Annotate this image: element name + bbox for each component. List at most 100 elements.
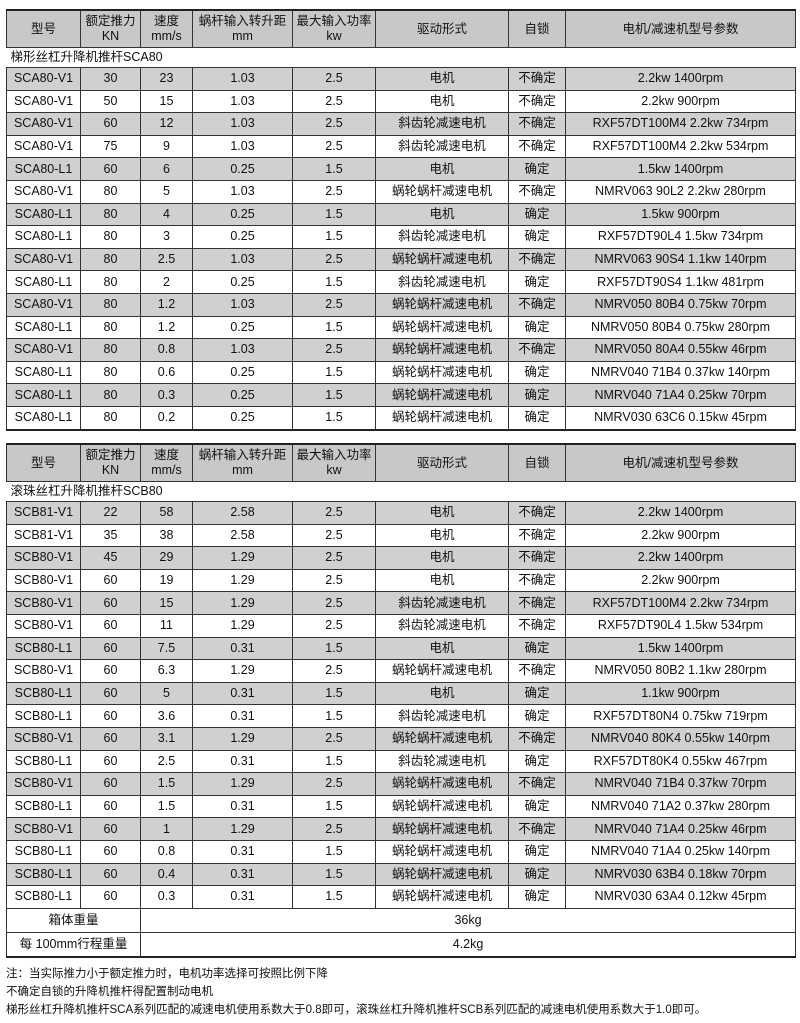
table-cell: 60 [80,659,141,683]
table-cell: 0.8 [140,338,193,362]
table-cell: SCA80-V1 [6,112,81,136]
table-cell: 1.5 [140,772,193,796]
table-cell: 60 [80,112,141,136]
table-cell: RXF57DT100M4 2.2kw 734rpm [565,591,796,615]
table-cell: 斜齿轮减速电机 [375,749,509,774]
table-row: SCA80-V1 80 2.5 1.03 2.5 蜗轮蜗杆减速电机 不确定 NMRV063 9… [6,247,796,272]
table-cell: SCB80-L1 [6,862,81,887]
table-cell: 0.31 [192,885,293,909]
table-cell: 0.31 [192,749,293,774]
table-row: SCA80-L1 80 2 0.25 1.5 斜齿轮减速电机 确定 RXF57DT90S4 1… [6,270,796,294]
table-cell: 确定 [508,749,566,774]
weight-label: 每 100mm行程重量 [6,931,141,958]
table-cell: 不确定 [508,726,566,751]
table-row: SCB80-L1 60 0.4 0.31 1.5 蜗轮蜗杆减速电机 确定 NMRV030 63… [6,862,796,887]
table-cell: 2.2kw 900rpm [565,568,796,593]
table-cell: 60 [80,613,141,638]
table-cell: 80 [80,360,141,385]
weight-row: 每 100mm行程重量 4.2kg [6,931,796,958]
table-cell: 80 [80,247,141,272]
table-cell: 19 [140,568,193,593]
table-cell: 3.6 [140,704,193,728]
table-cell: 1.5 [292,225,376,249]
table-cell: 1.03 [192,112,293,136]
header-unit: kw [326,29,342,43]
table-cell: 11 [140,613,193,638]
table-cell: SCA80-L1 [6,360,81,385]
header-line: 最大输入功率 [296,14,372,28]
table-cell: 斜齿轮减速电机 [375,225,509,249]
table-row: SCB80-L1 60 3.6 0.31 1.5 斜齿轮减速电机 确定 RXF57DT80N4… [6,704,796,728]
table-cell: 蜗轮蜗杆减速电机 [375,794,509,819]
table-cell: NMRV030 63A4 0.12kw 45rpm [565,885,796,909]
table-cell: 29 [140,546,193,570]
header-line: 速度 [153,448,179,462]
table-cell: 1.5 [292,383,376,407]
table-cell: 不确定 [508,67,566,91]
table-cell: NMRV030 63C6 0.15kw 45rpm [565,405,796,431]
table-cell: 蜗轮蜗杆减速电机 [375,383,509,407]
table-row: SCB80-L1 60 2.5 0.31 1.5 斜齿轮减速电机 确定 RXF57DT80K4… [6,749,796,774]
table-cell: SCA80-L1 [6,383,81,407]
table-cell: NMRV040 71B4 0.37kw 70rpm [565,772,796,796]
table-cell: 不确定 [508,247,566,272]
table-cell: SCB80-L1 [6,704,81,728]
weight-row: 箱体重量 36kg [6,907,796,933]
table-cell: 1.5 [292,270,376,294]
table-cell: 确定 [508,862,566,887]
table-cell: 5 [140,179,193,204]
table-cell: 38 [140,523,193,548]
table-cell: 60 [80,681,141,706]
weight-value: 36kg [140,907,796,933]
table-cell: 确定 [508,885,566,909]
table-cell: SCB80-L1 [6,885,81,909]
table-cell: SCB80-V1 [6,659,81,683]
table-row: SCA80-V1 75 9 1.03 2.5 斜齿轮减速电机 不确定 RXF57DT100M4… [6,134,796,159]
table-cell: 1.5 [292,157,376,181]
table-cell: 1.5 [292,794,376,819]
table-cell: 60 [80,772,141,796]
table-cell: 1.29 [192,659,293,683]
table-cell: 60 [80,726,141,751]
header-line: 电机/减速机型号参数 [622,21,739,36]
table-cell: 2.5 [292,112,376,136]
table-cell: SCA80-V1 [6,247,81,272]
header-line: 型号 [30,455,56,470]
table-cell: 确定 [508,315,566,340]
table-cell: 2.5 [292,659,376,683]
table-cell: 1.29 [192,546,293,570]
table-cell: NMRV030 63B4 0.18kw 70rpm [565,862,796,887]
table-cell: 1.1kw 900rpm [565,681,796,706]
table-cell: 0.31 [192,704,293,728]
table-cell: 80 [80,270,141,294]
table-cell: 2.5 [292,591,376,615]
table-cell: 确定 [508,405,566,431]
table-cell: 不确定 [508,659,566,683]
table-row: SCB80-V1 60 19 1.29 2.5 电机 不确定 2.2kw 900rpm [6,568,796,593]
table-cell: 22 [80,501,141,525]
column-header: 额定推力 KN [80,443,141,482]
table-cell: NMRV063 90S4 1.1kw 140rpm [565,247,796,272]
table-cell: 80 [80,179,141,204]
table-cell: 蜗轮蜗杆减速电机 [375,292,509,317]
table-cell: 1.03 [192,134,293,159]
table-row: SCB80-L1 60 0.3 0.31 1.5 蜗轮蜗杆减速电机 确定 NMRV030 63… [6,885,796,909]
table-cell: 0.3 [140,885,193,909]
table-cell: 电机 [375,681,509,706]
table-cell: 2.5 [140,749,193,774]
table-cell: SCB80-L1 [6,749,81,774]
header-line: 自锁 [524,455,550,470]
table-cell: 60 [80,636,141,661]
table-row: SCB80-V1 60 1.5 1.29 2.5 蜗轮蜗杆减速电机 不确定 NMRV040 7… [6,772,796,796]
table-cell: 15 [140,89,193,114]
table-cell: 电机 [375,89,509,114]
table-cell: SCB80-V1 [6,613,81,638]
table-cell: SCB81-V1 [6,501,81,525]
table-cell: 0.25 [192,315,293,340]
table-cell: 2.58 [192,523,293,548]
table-cell: NMRV050 80A4 0.55kw 46rpm [565,338,796,362]
table-cell: 1.5 [140,794,193,819]
table-cell: SCA80-V1 [6,338,81,362]
table-cell: 不确定 [508,568,566,593]
column-header: 电机/减速机型号参数 [565,9,796,48]
